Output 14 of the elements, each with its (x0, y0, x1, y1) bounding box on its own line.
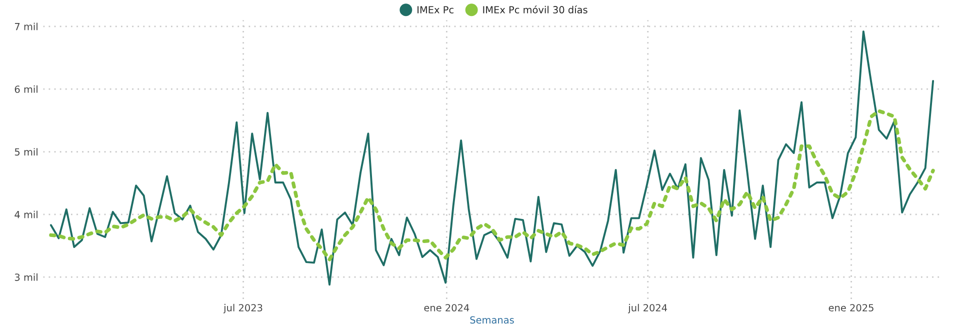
x-axis-title: Semanas (470, 316, 514, 324)
y-tick-label: 5 mil (14, 148, 38, 156)
line-series (50, 30, 934, 286)
legend-label: IMEx Pc (418, 6, 454, 14)
y-tick-label: 3 mil (14, 273, 38, 281)
x-tick-label: jul 2024 (628, 304, 668, 314)
legend-label: IMEx Pc móvil 30 días (483, 6, 588, 14)
y-tick-label: 4 mil (14, 210, 38, 218)
x-tick-label: ene 2025 (828, 304, 874, 312)
y-tick-label: 6 mil (14, 85, 38, 93)
y-tick-label: 7 mil (14, 22, 38, 30)
x-tick-label: jul 2023 (223, 304, 262, 314)
line-series (49, 109, 935, 262)
x-tick-label: ene 2024 (424, 304, 470, 312)
